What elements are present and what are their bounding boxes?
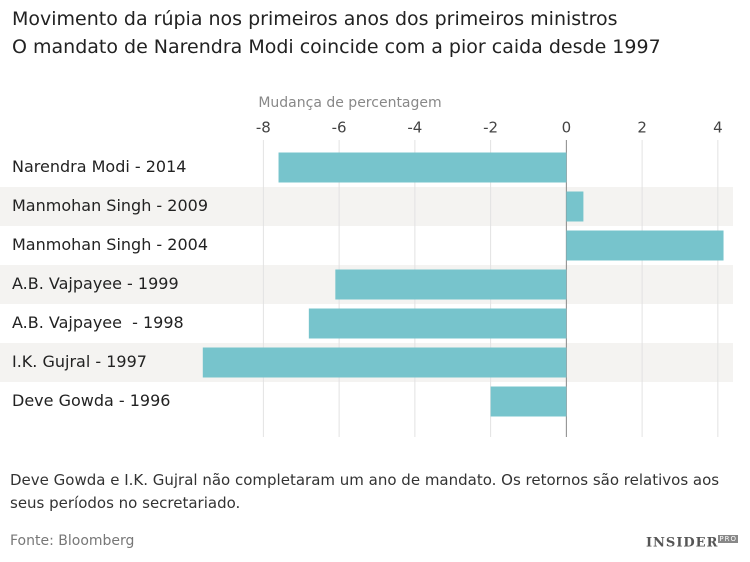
- bar: [490, 386, 567, 417]
- bar: [202, 347, 567, 378]
- y-tick-label: A.B. Vajpayee - 1999: [12, 274, 179, 293]
- logo-text: INSIDER: [645, 535, 719, 551]
- y-tick-label: A.B. Vajpayee - 1998: [12, 313, 184, 332]
- bar: [308, 308, 567, 339]
- y-tick-label: Manmohan Singh - 2009: [12, 196, 208, 215]
- chart-title: Movimento da rúpia nos primeiros anos do…: [12, 8, 618, 30]
- x-tick-label: 2: [637, 119, 647, 137]
- x-axis-label: Mudança de percentagem: [258, 95, 441, 111]
- chart: Mudança de percentagem -8 -6 -4 -2 0 2 4 Narend…: [0, 95, 733, 437]
- logo-suffix: PRO: [718, 535, 738, 543]
- y-tick-label: I.K. Gujral - 1997: [12, 352, 147, 371]
- x-tick-label: -4: [407, 119, 422, 137]
- x-tick-label: -8: [256, 119, 271, 137]
- y-tick-label: Deve Gowda - 1996: [12, 391, 170, 410]
- x-tick-label: 0: [562, 119, 572, 137]
- x-tick-label: -2: [483, 119, 498, 137]
- bar: [566, 230, 724, 261]
- bar: [335, 269, 567, 300]
- y-tick-label: Manmohan Singh - 2004: [12, 235, 208, 254]
- x-tick-label: -6: [332, 119, 347, 137]
- row-band: [0, 187, 733, 226]
- footnote: Deve Gowda e I.K. Gujral não completaram…: [10, 471, 720, 512]
- bar: [278, 152, 567, 183]
- y-tick-label: Narendra Modi - 2014: [12, 157, 186, 176]
- logo: INSIDERPRO: [646, 535, 738, 550]
- x-tick-label: 4: [713, 119, 723, 137]
- bar: [566, 191, 584, 222]
- chart-subtitle: O mandato de Narendra Modi coincide com …: [12, 36, 661, 58]
- source: Fonte: Bloomberg: [10, 533, 135, 549]
